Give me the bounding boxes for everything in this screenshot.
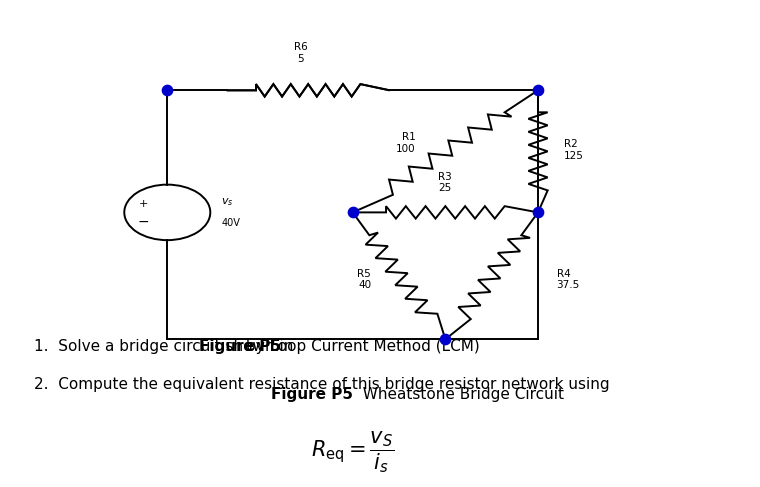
Text: R4
37.5: R4 37.5 <box>556 269 580 290</box>
Text: R6
5: R6 5 <box>294 42 308 64</box>
Point <box>161 86 173 94</box>
Text: $v_s$: $v_s$ <box>221 196 234 208</box>
Text: Wheatstone Bridge Circuit: Wheatstone Bridge Circuit <box>353 387 564 402</box>
Point <box>532 208 544 216</box>
Text: 40V: 40V <box>221 218 240 228</box>
Point <box>532 86 544 94</box>
Text: 1.  Solve a bridge circuit shown in: 1. Solve a bridge circuit shown in <box>34 339 298 354</box>
Text: by Loop Current Method (LCM): by Loop Current Method (LCM) <box>241 339 480 354</box>
Text: 2.  Compute the equivalent resistance of this bridge resistor network using: 2. Compute the equivalent resistance of … <box>34 377 610 392</box>
Point <box>347 208 359 216</box>
Text: R2
125: R2 125 <box>564 139 584 161</box>
Text: $R_{\mathrm{eq}} = \dfrac{v_S}{i_s}$: $R_{\mathrm{eq}} = \dfrac{v_S}{i_s}$ <box>311 429 394 474</box>
Text: R1
100: R1 100 <box>396 132 416 154</box>
Text: +: + <box>139 199 148 209</box>
Text: R3
25: R3 25 <box>439 171 452 193</box>
Point <box>439 336 451 343</box>
Text: Figure P5: Figure P5 <box>271 387 353 402</box>
Text: Figure P5: Figure P5 <box>199 339 281 354</box>
Text: −: − <box>138 215 150 229</box>
Text: R5
40: R5 40 <box>357 269 371 290</box>
